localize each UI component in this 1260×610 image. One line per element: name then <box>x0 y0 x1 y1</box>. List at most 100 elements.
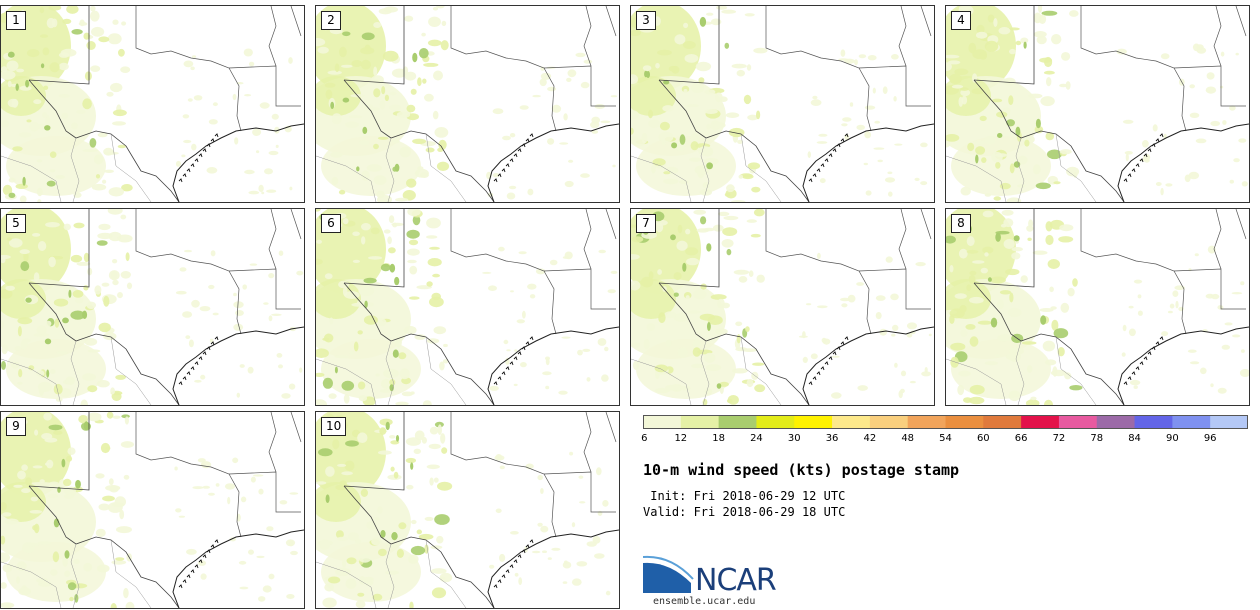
colorbar-swatch <box>945 415 984 429</box>
wind-speed-patch <box>1011 252 1021 260</box>
wind-speed-patch <box>807 151 811 159</box>
wind-speed-patch <box>436 535 444 544</box>
wind-speed-patch <box>18 132 32 138</box>
wind-speed-patch <box>210 250 216 257</box>
panel-number-label: 8 <box>951 214 971 233</box>
wind-speed-patch <box>920 181 928 186</box>
wind-speed-patch <box>1009 347 1024 355</box>
wind-speed-patch <box>358 140 370 146</box>
wind-speed-patch <box>756 110 761 120</box>
wind-speed-patch <box>547 86 557 92</box>
wind-speed-patch <box>348 115 363 119</box>
wind-speed-patch <box>18 369 23 378</box>
border-line <box>1135 366 1140 371</box>
border-line <box>1080 6 1187 132</box>
wind-speed-patch <box>1045 221 1053 232</box>
wind-speed-patch <box>1053 328 1069 339</box>
wind-speed-patch <box>191 299 200 308</box>
wind-speed-patch <box>325 89 333 100</box>
wind-speed-patch <box>987 277 992 282</box>
border-line <box>214 539 219 544</box>
wind-speed-patch <box>442 359 449 364</box>
wind-speed-patch <box>437 147 444 152</box>
border-line <box>1055 336 1097 405</box>
wind-speed-patch <box>662 105 674 112</box>
wind-speed-patch <box>1 289 13 299</box>
wind-speed-patch <box>44 125 51 131</box>
wind-speed-patch <box>1239 369 1249 377</box>
wind-speed-patch <box>266 189 277 193</box>
wind-speed-patch <box>25 79 30 88</box>
wind-speed-patch <box>45 462 50 466</box>
wind-speed-patch <box>1013 235 1020 242</box>
wind-speed-patch <box>388 215 395 224</box>
colorbar-tick-label: 36 <box>825 433 839 444</box>
valid-time: Valid: Fri 2018-06-29 18 UTC <box>643 505 846 519</box>
wind-speed-patch <box>682 262 687 272</box>
wind-speed-patch <box>334 63 340 72</box>
border-line <box>487 123 619 202</box>
wind-speed-patch <box>402 190 416 201</box>
wind-speed-patch <box>42 47 50 56</box>
wind-speed-patch <box>385 570 399 575</box>
wind-speed-patch <box>6 237 12 241</box>
wind-speed-patch <box>289 186 293 191</box>
wind-speed-patch <box>958 6 973 11</box>
wind-speed-patch <box>404 71 417 81</box>
wind-speed-patch <box>427 258 442 267</box>
wind-speed-patch <box>746 219 757 223</box>
border-line <box>214 133 219 138</box>
wind-speed-patch <box>352 259 360 263</box>
wind-speed-patch <box>704 89 716 95</box>
border-line <box>812 376 817 381</box>
wind-speed-patch <box>258 488 264 495</box>
wind-speed-patch <box>391 532 398 541</box>
wind-speed-patch <box>102 179 107 184</box>
wind-speed-patch <box>890 293 899 301</box>
wind-speed-patch <box>551 547 561 551</box>
wind-speed-patch <box>1167 310 1173 314</box>
wind-speed-patch <box>215 483 220 487</box>
wind-speed-patch <box>395 435 400 442</box>
wind-speed-patch <box>995 161 1001 169</box>
wind-speed-patch <box>990 276 1006 284</box>
wind-speed-patch <box>723 215 739 221</box>
wind-speed-patch <box>840 49 846 57</box>
wind-speed-patch <box>441 447 448 454</box>
wind-speed-patch <box>612 164 616 168</box>
wind-speed-patch <box>123 587 129 599</box>
wind-speed-patch <box>819 178 826 184</box>
wind-speed-patch <box>1030 396 1037 401</box>
wind-speed-patch <box>6 60 19 72</box>
border-line <box>605 209 617 240</box>
wind-speed-patch <box>182 114 190 119</box>
wind-speed-patch <box>1200 367 1207 375</box>
wind-speed-patch <box>648 271 654 280</box>
wind-speed-patch <box>1038 14 1047 24</box>
border-line <box>802 123 934 202</box>
wind-speed-patch <box>358 395 368 402</box>
colorbar-tick-label: 90 <box>1166 433 1179 444</box>
wind-speed-patch <box>337 463 347 467</box>
wind-speed-patch <box>48 481 60 487</box>
wind-speed-patch <box>331 113 342 125</box>
border-line <box>946 155 1007 202</box>
wind-speed-patch <box>1003 239 1015 249</box>
wind-speed-patch <box>378 548 387 557</box>
wind-speed-patch <box>342 218 349 225</box>
wind-speed-patch <box>646 323 656 332</box>
wind-speed-patch <box>368 256 383 260</box>
wind-speed-patch <box>412 215 421 226</box>
border-line <box>1139 361 1144 366</box>
border-line <box>700 340 710 405</box>
wind-speed-patch <box>982 210 994 218</box>
wind-speed-patch <box>432 6 439 11</box>
wind-speed-patch <box>182 311 193 318</box>
border-line <box>28 79 180 202</box>
wind-speed-patch <box>208 119 218 125</box>
wind-speed-patch <box>407 248 420 256</box>
border-line <box>1213 6 1222 67</box>
wind-speed-patch <box>45 115 51 127</box>
wind-speed-patch <box>395 336 402 348</box>
wind-speed-patch <box>15 183 28 189</box>
